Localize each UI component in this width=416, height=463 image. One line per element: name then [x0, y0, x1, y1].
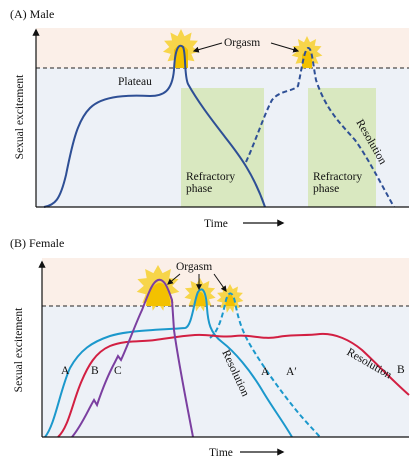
panel-b: (B) Female Sexual excitement Time	[10, 236, 410, 459]
curve-label-a-prime: A′	[286, 366, 297, 378]
panel-a-title: (A) Male	[10, 7, 54, 21]
refractory-box-1	[181, 88, 264, 207]
male-response-curve	[43, 44, 266, 208]
female-curve-b	[57, 332, 410, 438]
panel-a-y-label: Sexual excitement	[14, 74, 26, 159]
curve-label-a: A	[61, 365, 70, 377]
curve-label-b-end: B	[397, 364, 405, 376]
orgasm-arrow-a2	[270, 42, 300, 53]
refractory-label-1-line1: Refractory	[186, 171, 235, 183]
refractory-label-2-line1: Refractory	[313, 171, 362, 183]
female-curve-a	[44, 288, 293, 438]
refractory-box-2	[308, 88, 376, 207]
refractory-label-2-line2: phase	[313, 183, 339, 195]
orgasm-arrow-b1	[167, 273, 181, 285]
plateau-label: Plateau	[118, 76, 152, 88]
panel-b-title: (B) Female	[10, 236, 64, 250]
female-curve-c	[71, 278, 194, 438]
panel-a-upper-band	[36, 28, 409, 68]
panel-a: (A) Male Sexual excitement Time Orgasm	[10, 7, 409, 230]
refractory-label-1-line2: phase	[186, 183, 212, 195]
panel-a-x-label: Time	[204, 218, 228, 230]
orgasm-arrow-b3	[213, 273, 227, 292]
orgasm-arrow-a1	[192, 42, 223, 53]
curve-label-a-end: A	[261, 366, 270, 378]
panel-a-orgasm-label: Orgasm	[224, 37, 260, 49]
panel-b-orgasm-label: Orgasm	[176, 261, 212, 273]
curve-label-b: B	[91, 365, 99, 377]
panel-b-y-label: Sexual excitement	[13, 307, 25, 392]
panel-b-x-label: Time	[209, 447, 233, 459]
sun-burst-b1	[136, 265, 180, 311]
curve-label-c: C	[114, 365, 122, 377]
male-second-cycle-curve	[245, 47, 395, 208]
panel-b-lower-band	[42, 306, 409, 437]
